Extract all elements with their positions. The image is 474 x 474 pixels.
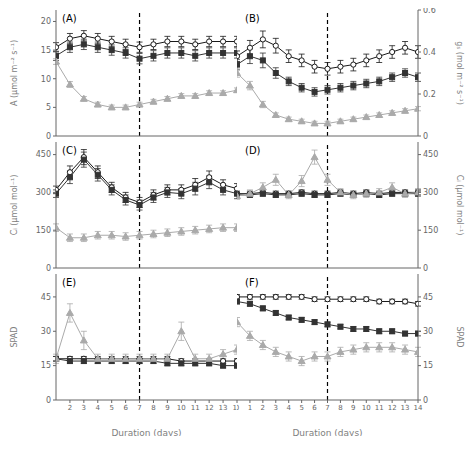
svg-text:300: 300 <box>423 188 438 197</box>
svg-text:5: 5 <box>46 103 51 112</box>
svg-text:11: 11 <box>191 404 200 412</box>
svg-text:30: 30 <box>423 327 433 336</box>
svg-text:Duration (days): Duration (days) <box>111 428 181 436</box>
svg-text:6: 6 <box>312 404 317 412</box>
svg-text:4: 4 <box>96 404 101 412</box>
html-text:(A): (A) <box>62 13 77 24</box>
svg-text:2: 2 <box>261 404 265 412</box>
svg-text:450: 450 <box>36 150 51 159</box>
svg-text:45: 45 <box>423 293 433 302</box>
svg-text:0: 0 <box>423 396 428 405</box>
svg-text:gₛ (mol m⁻² s⁻¹): gₛ (mol m⁻² s⁻¹) <box>455 41 464 105</box>
svg-text:0.2: 0.2 <box>423 90 436 99</box>
svg-text:4: 4 <box>286 404 291 412</box>
svg-text:30: 30 <box>41 327 51 336</box>
svg-text:14: 14 <box>414 404 423 412</box>
svg-text:150: 150 <box>36 226 51 235</box>
svg-text:15: 15 <box>41 361 51 370</box>
svg-text:13: 13 <box>401 404 410 412</box>
html-text:(C): (C) <box>62 145 77 156</box>
svg-text:15: 15 <box>41 46 51 55</box>
svg-text:15: 15 <box>423 361 433 370</box>
svg-text:450: 450 <box>423 150 438 159</box>
svg-text:0.6: 0.6 <box>423 8 436 15</box>
html-text:(E): (E) <box>62 277 77 288</box>
svg-text:2: 2 <box>68 404 72 412</box>
svg-text:0: 0 <box>46 132 51 140</box>
svg-text:3: 3 <box>274 404 278 412</box>
html-text:(B): (B) <box>245 13 260 24</box>
html-text:(D): (D) <box>245 145 261 156</box>
svg-text:13: 13 <box>219 404 228 412</box>
svg-text:8: 8 <box>151 404 155 412</box>
svg-text:5: 5 <box>109 404 113 412</box>
svg-text:0: 0 <box>237 404 239 412</box>
svg-text:0.4: 0.4 <box>423 48 436 57</box>
svg-text:0: 0 <box>46 264 51 272</box>
svg-text:6: 6 <box>123 404 128 412</box>
svg-text:3: 3 <box>82 404 86 412</box>
svg-text:SPAD: SPAD <box>455 326 464 347</box>
svg-text:10: 10 <box>362 404 371 412</box>
svg-text:0: 0 <box>423 132 428 140</box>
svg-text:9: 9 <box>165 404 169 412</box>
svg-text:12: 12 <box>205 404 214 412</box>
svg-text:45: 45 <box>41 293 51 302</box>
svg-text:20: 20 <box>41 17 51 26</box>
svg-text:0: 0 <box>46 396 51 405</box>
svg-text:Cᵢ (μmol mol⁻¹): Cᵢ (μmol mol⁻¹) <box>10 175 19 236</box>
svg-text:1: 1 <box>248 404 252 412</box>
svg-text:150: 150 <box>423 226 438 235</box>
svg-text:7: 7 <box>137 404 141 412</box>
svg-text:10: 10 <box>177 404 186 412</box>
svg-text:11: 11 <box>375 404 384 412</box>
svg-text:0: 0 <box>423 264 428 272</box>
svg-text:12: 12 <box>388 404 397 412</box>
svg-text:5: 5 <box>299 404 303 412</box>
svg-text:A (μmol m⁻² s⁻¹): A (μmol m⁻² s⁻¹) <box>10 40 19 106</box>
svg-text:9: 9 <box>351 404 355 412</box>
svg-text:Duration (days): Duration (days) <box>292 428 362 436</box>
svg-text:14: 14 <box>233 404 237 412</box>
svg-text:300: 300 <box>36 188 51 197</box>
svg-text:10: 10 <box>41 75 51 84</box>
html-text:(F): (F) <box>245 277 259 288</box>
svg-text:Cᵢ (μmol mol⁻¹): Cᵢ (μmol mol⁻¹) <box>455 175 464 236</box>
svg-text:SPAD: SPAD <box>10 326 19 347</box>
svg-text:8: 8 <box>338 404 342 412</box>
svg-text:7: 7 <box>325 404 329 412</box>
